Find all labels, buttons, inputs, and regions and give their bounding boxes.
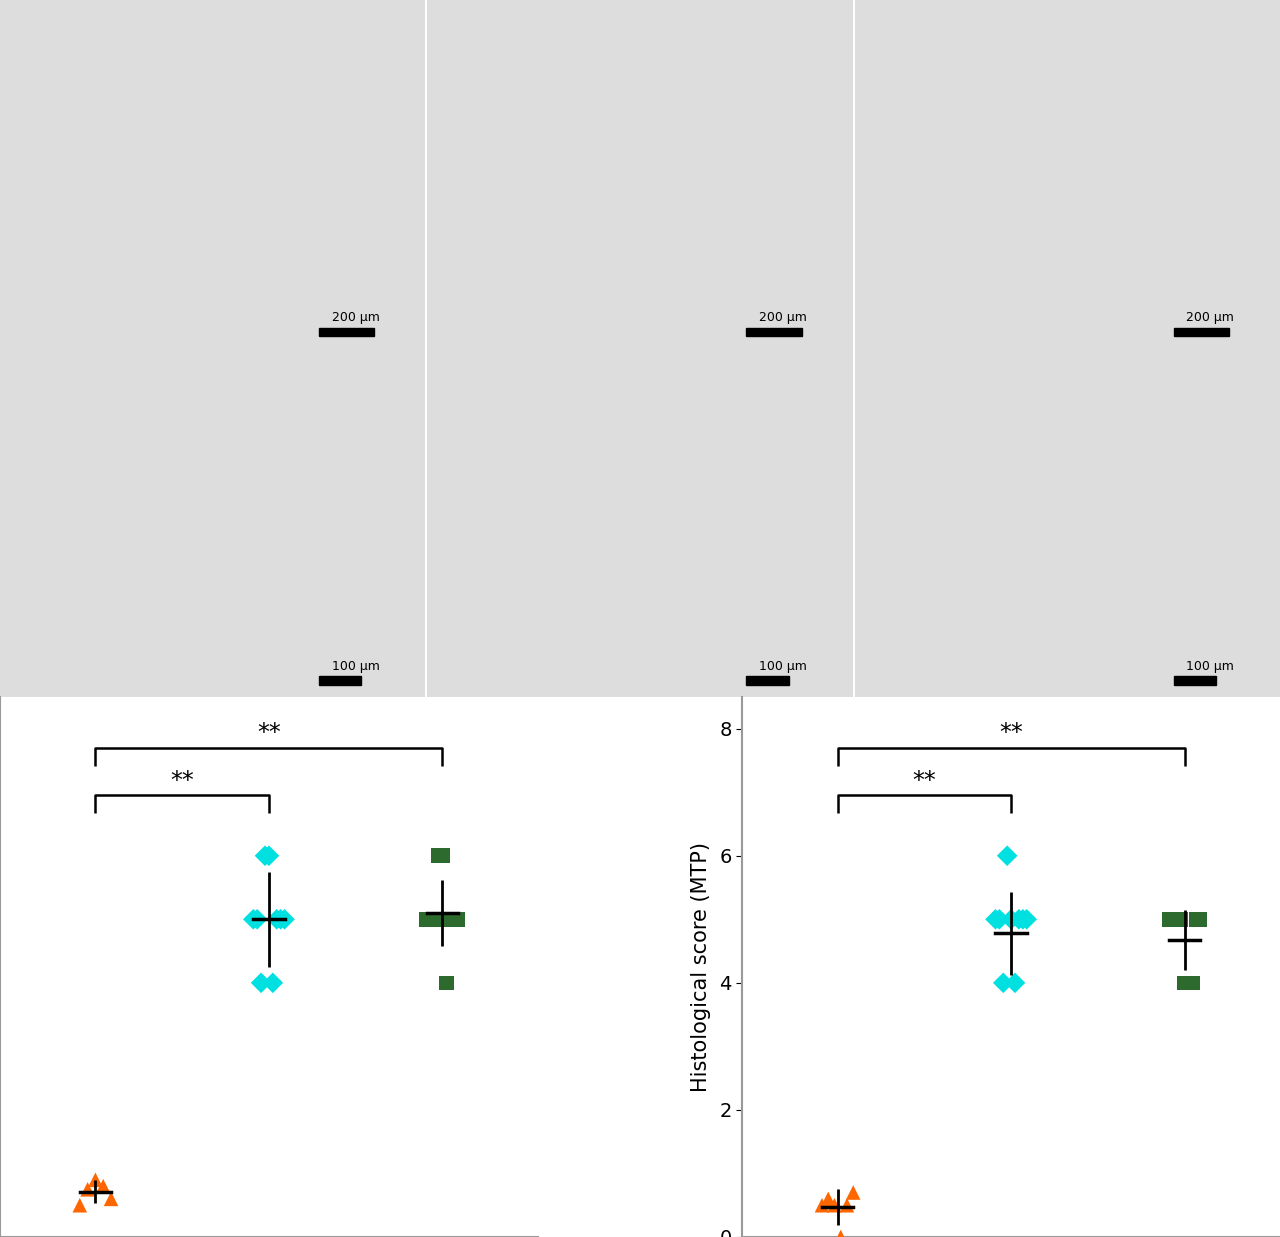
Point (844, 1183, 864, 1202)
Point (251, 974, 271, 993)
Point (1179, 974, 1199, 993)
Point (274, 909, 294, 929)
Point (818, 1189, 838, 1209)
Point (270, 909, 291, 929)
Bar (1174, 328, 1229, 336)
Point (993, 974, 1014, 993)
Point (86, 1170, 106, 1190)
Bar (746, 328, 801, 336)
Point (1016, 909, 1037, 929)
Point (69, 1195, 90, 1215)
Text: 100 μm: 100 μm (1187, 659, 1234, 673)
Point (243, 909, 264, 929)
Bar (319, 328, 374, 336)
Point (989, 909, 1010, 929)
Text: 100 μm: 100 μm (332, 659, 380, 673)
Point (1170, 909, 1190, 929)
Point (1162, 909, 1183, 929)
Text: **: ** (1000, 721, 1023, 745)
Point (436, 974, 457, 993)
Bar (1174, 675, 1216, 685)
Point (812, 1195, 832, 1215)
Point (1187, 909, 1207, 929)
Point (824, 1195, 845, 1215)
Point (266, 909, 287, 929)
Point (416, 909, 436, 929)
Point (837, 1195, 858, 1215)
Point (1174, 974, 1194, 993)
Point (1001, 909, 1021, 929)
Point (255, 846, 275, 866)
Bar (319, 675, 361, 685)
Point (1183, 974, 1203, 993)
Point (420, 909, 440, 929)
Text: **: ** (913, 769, 936, 793)
Point (444, 909, 465, 929)
Point (93, 1176, 114, 1196)
Point (101, 1189, 122, 1209)
Point (247, 909, 268, 929)
Point (448, 909, 468, 929)
Y-axis label: Histological score (MTP): Histological score (MTP) (691, 842, 712, 1092)
Point (997, 846, 1018, 866)
Point (259, 846, 279, 866)
Point (262, 974, 283, 993)
Text: **: ** (170, 769, 195, 793)
Point (1012, 909, 1033, 929)
Point (1005, 974, 1025, 993)
Point (433, 846, 453, 866)
Point (986, 909, 1006, 929)
Point (831, 1227, 851, 1237)
Point (425, 909, 445, 929)
Point (1190, 909, 1211, 929)
Text: 200 μm: 200 μm (332, 310, 380, 324)
Point (1009, 909, 1029, 929)
Text: 200 μm: 200 μm (759, 310, 806, 324)
Point (1166, 909, 1187, 929)
Point (429, 846, 449, 866)
Text: 100 μm: 100 μm (759, 659, 806, 673)
Point (1158, 909, 1179, 929)
Bar (746, 675, 788, 685)
Text: **: ** (257, 721, 280, 745)
Point (77, 1179, 97, 1199)
Text: 200 μm: 200 μm (1187, 310, 1234, 324)
Point (440, 909, 461, 929)
